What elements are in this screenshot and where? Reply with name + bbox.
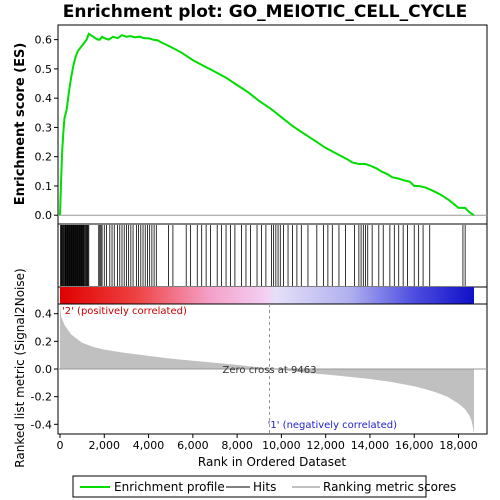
es-y-tick-label: 0.3 <box>35 121 53 134</box>
x-tick-label: 14,000 <box>351 439 390 452</box>
legend-metric-label: Ranking metric scores <box>323 480 456 494</box>
x-axis-ticks: 0 2,000 4,000 6,000 8,000 10,000 12,000 14,000 1… <box>57 434 478 452</box>
x-tick-label: 18,000 <box>439 439 478 452</box>
zero-cross-label: Zero cross at 9463 <box>223 365 317 376</box>
es-y-tick-label: 0.6 <box>35 34 53 47</box>
x-tick-label: 10,000 <box>262 439 301 452</box>
metric-panel: 0.4 0.2 0.0 -0.2 -0.4 Zero cross at 9463 '2'… <box>31 303 488 435</box>
x-tick-label: 0 <box>57 439 64 452</box>
metric-y-tick-label: -0.2 <box>31 391 52 404</box>
hits-panel-frame <box>57 223 488 288</box>
positive-correlation-label: '2' (positively correlated) <box>62 306 187 317</box>
metric-y-ticks: 0.4 0.2 0.0 -0.2 -0.4 <box>31 308 58 431</box>
colorbar-gradient <box>60 287 474 304</box>
chart-title: Enrichment plot: GO_MEIOTIC_CELL_CYCLE <box>63 2 467 22</box>
es-y-tick-label: 0.4 <box>35 92 53 105</box>
rank-colorbar <box>57 286 488 305</box>
x-tick-label: 4,000 <box>133 439 165 452</box>
x-tick-label: 6,000 <box>177 439 209 452</box>
es-y-tick-label: 0.1 <box>35 180 53 193</box>
legend-hits-label: Hits <box>253 480 276 494</box>
es-panel-frame <box>57 24 488 225</box>
es-y-tick-label: 0.0 <box>35 209 53 222</box>
x-tick-label: 12,000 <box>306 439 345 452</box>
legend: Enrichment profile Hits Ranking metric s… <box>72 475 456 498</box>
es-panel: 0.0 0.1 0.2 0.3 0.4 0.5 0.6 <box>35 24 488 225</box>
es-profile-line <box>59 32 475 217</box>
metric-y-tick-label: 0.0 <box>35 363 53 376</box>
metric-y-tick-label: -0.4 <box>31 418 52 431</box>
metric-y-tick-label: 0.2 <box>35 335 53 348</box>
hits-panel <box>57 223 488 288</box>
x-tick-label: 2,000 <box>89 439 121 452</box>
x-axis-label: Rank in Ordered Dataset <box>198 455 346 469</box>
metric-y-tick-label: 0.4 <box>35 308 53 321</box>
metric-y-axis-label: Ranked list metric (Signal2Noise) <box>13 268 27 467</box>
es-y-tick-label: 0.5 <box>35 63 53 76</box>
x-tick-label: 16,000 <box>395 439 434 452</box>
x-tick-label: 8,000 <box>221 439 253 452</box>
hit-lines <box>60 225 466 286</box>
legend-es-label: Enrichment profile <box>114 480 225 494</box>
negative-correlation-label: '1' (negatively correlated) <box>268 420 397 431</box>
es-y-axis-label: Enrichment score (ES) <box>13 43 28 206</box>
es-y-tick-label: 0.2 <box>35 151 53 164</box>
es-y-ticks: 0.0 0.1 0.2 0.3 0.4 0.5 0.6 <box>35 34 58 222</box>
